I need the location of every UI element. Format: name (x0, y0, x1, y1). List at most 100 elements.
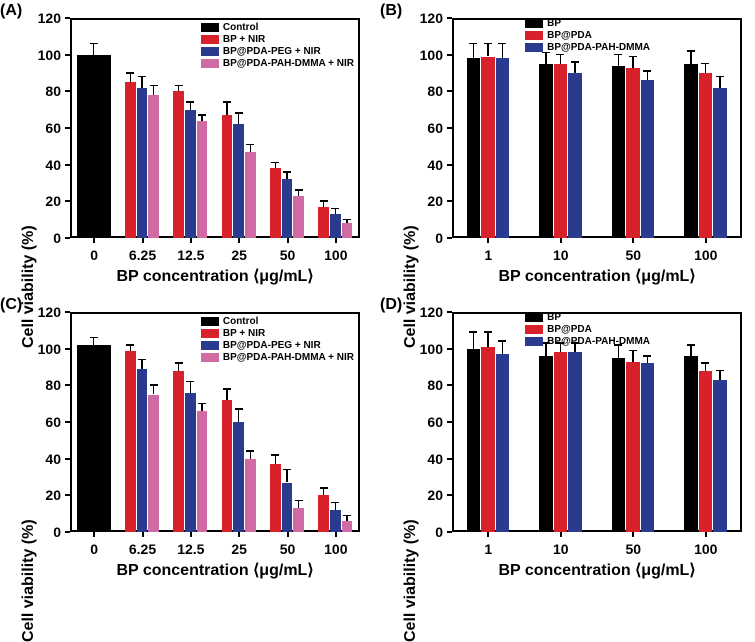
legend-text: BP@PDA-PEG + NIR (223, 340, 321, 351)
error-cap (138, 76, 146, 78)
error-bar (574, 62, 576, 73)
legend-item: BP@PDA-PAH-DMMA (525, 42, 650, 53)
error-cap (331, 208, 339, 210)
x-tick (287, 238, 289, 243)
error-cap (320, 200, 328, 202)
error-bar (346, 516, 348, 522)
x-tick (560, 532, 562, 537)
legend: BPBP@PDABP@PDA-PAH-DMMA (525, 312, 650, 348)
error-cap (343, 515, 351, 517)
bar (481, 57, 495, 239)
bar (148, 395, 159, 533)
x-tick (335, 238, 337, 243)
y-axis (70, 312, 72, 532)
error-cap (198, 114, 206, 116)
bar (222, 115, 233, 238)
legend: ControlBP + NIRBP@PDA-PEG + NIRBP@PDA-PA… (201, 22, 354, 70)
error-bar (141, 360, 143, 369)
x-tick-label: 100 (694, 541, 717, 557)
bar (612, 66, 626, 238)
error-cap (571, 61, 579, 63)
y-axis-right (740, 18, 742, 238)
error-bar (323, 201, 325, 207)
legend-text: Control (223, 22, 259, 33)
bar (77, 345, 111, 532)
x-tick (487, 532, 489, 537)
error-cap (469, 331, 477, 333)
y-tick-label: 100 (31, 47, 61, 63)
error-bar (178, 363, 180, 370)
error-cap (701, 63, 709, 65)
legend-item: BP@PDA-PEG + NIR (201, 340, 354, 351)
y-tick (65, 384, 70, 386)
error-bar (190, 382, 192, 393)
legend-text: BP@PDA-PAH-DMMA + NIR (223, 352, 354, 363)
x-axis (70, 530, 360, 532)
error-cap (295, 500, 303, 502)
error-bar (275, 455, 277, 464)
y-tick (65, 421, 70, 423)
legend-swatch (525, 313, 543, 322)
error-bar (335, 209, 337, 215)
error-bar (93, 338, 95, 345)
error-cap (643, 70, 651, 72)
x-tick-label: 25 (231, 247, 247, 263)
bar (318, 495, 329, 532)
y-tick (65, 531, 70, 533)
bar (293, 508, 304, 532)
error-bar (238, 113, 240, 124)
bar (173, 91, 184, 238)
bar (270, 168, 281, 238)
x-tick (190, 238, 192, 243)
legend-item: BP (525, 18, 650, 29)
y-tick (65, 164, 70, 166)
error-bar (250, 451, 252, 458)
panel-label-C: (C) (0, 296, 22, 314)
legend-item: BP@PDA (525, 30, 650, 41)
x-tick-label: 10 (553, 541, 569, 557)
legend-swatch (201, 23, 219, 32)
bar (222, 400, 233, 532)
y-axis (70, 18, 72, 238)
legend-text: BP + NIR (223, 34, 265, 45)
error-bar (201, 115, 203, 121)
plot-D: 020406080100120Cell viability (%)1105010… (452, 312, 742, 532)
error-cap (687, 344, 695, 346)
x-axis-label: BP concentration ⟨μg/mL⟩ (498, 560, 695, 580)
legend-swatch (201, 317, 219, 326)
x-tick (705, 238, 707, 243)
x-tick (190, 532, 192, 537)
error-cap (223, 388, 231, 390)
bar (539, 356, 553, 532)
y-tick (447, 384, 452, 386)
bar (173, 371, 184, 532)
error-cap (246, 144, 254, 146)
error-cap (283, 171, 291, 173)
bar (293, 196, 304, 238)
error-bar (647, 71, 649, 80)
error-bar (502, 44, 504, 59)
y-tick (447, 311, 452, 313)
bar (185, 393, 196, 532)
error-cap (498, 340, 506, 342)
error-bar (473, 44, 475, 59)
legend-text: BP@PDA (547, 324, 592, 335)
y-tick-label: 100 (413, 47, 443, 63)
x-tick (142, 532, 144, 537)
error-bar (226, 389, 228, 400)
error-cap (90, 43, 98, 45)
bar (125, 82, 136, 238)
error-cap (701, 362, 709, 364)
y-tick-label: 120 (413, 10, 443, 26)
error-cap (126, 72, 134, 74)
plot-A: 020406080100120Cell viability (%)06.2512… (70, 18, 360, 238)
error-cap (716, 76, 724, 78)
bar (699, 73, 713, 238)
y-tick (65, 54, 70, 56)
bar (342, 223, 353, 238)
bar (125, 351, 136, 533)
y-tick (65, 311, 70, 313)
x-tick (335, 532, 337, 537)
legend-item: BP@PDA-PAH-DMMA + NIR (201, 58, 354, 69)
legend: ControlBP + NIRBP@PDA-PEG + NIRBP@PDA-PA… (201, 316, 354, 364)
